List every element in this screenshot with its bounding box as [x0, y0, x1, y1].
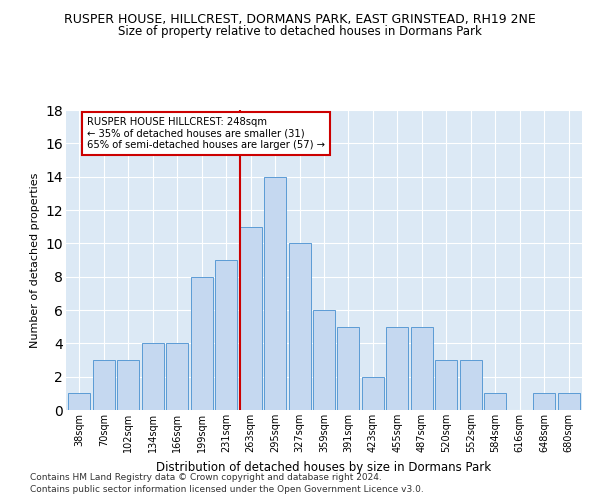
Bar [337, 326, 359, 410]
Bar [386, 326, 409, 410]
Bar [68, 394, 91, 410]
Bar [289, 244, 311, 410]
Bar [215, 260, 237, 410]
Bar [118, 360, 139, 410]
X-axis label: Distribution of detached houses by size in Dormans Park: Distribution of detached houses by size … [157, 460, 491, 473]
Text: Contains public sector information licensed under the Open Government Licence v3: Contains public sector information licen… [30, 485, 424, 494]
Text: Contains HM Land Registry data © Crown copyright and database right 2024.: Contains HM Land Registry data © Crown c… [30, 472, 382, 482]
Bar [484, 394, 506, 410]
Text: RUSPER HOUSE HILLCREST: 248sqm
← 35% of detached houses are smaller (31)
65% of : RUSPER HOUSE HILLCREST: 248sqm ← 35% of … [87, 116, 325, 150]
Bar [362, 376, 384, 410]
Bar [239, 226, 262, 410]
Text: Size of property relative to detached houses in Dormans Park: Size of property relative to detached ho… [118, 25, 482, 38]
Bar [533, 394, 555, 410]
Bar [460, 360, 482, 410]
Bar [142, 344, 164, 410]
Bar [435, 360, 457, 410]
Bar [93, 360, 115, 410]
Bar [264, 176, 286, 410]
Text: RUSPER HOUSE, HILLCREST, DORMANS PARK, EAST GRINSTEAD, RH19 2NE: RUSPER HOUSE, HILLCREST, DORMANS PARK, E… [64, 12, 536, 26]
Bar [166, 344, 188, 410]
Bar [191, 276, 213, 410]
Bar [411, 326, 433, 410]
Y-axis label: Number of detached properties: Number of detached properties [30, 172, 40, 348]
Bar [557, 394, 580, 410]
Bar [313, 310, 335, 410]
